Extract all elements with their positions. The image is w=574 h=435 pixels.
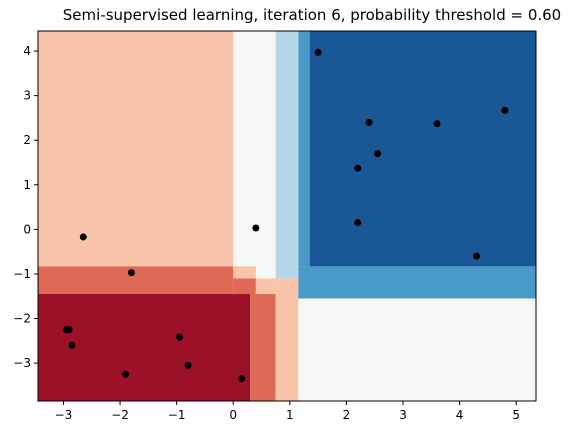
data-point	[501, 106, 509, 114]
x-tick-label: −3	[55, 408, 73, 422]
data-point	[314, 48, 322, 56]
data-point	[68, 341, 76, 349]
x-tick-label: −2	[111, 408, 129, 422]
region-5	[233, 266, 256, 279]
data-point	[252, 224, 260, 232]
region-4	[233, 278, 256, 295]
x-tick-label: 5	[512, 408, 520, 422]
x-tick-label: −1	[168, 408, 186, 422]
region-3	[250, 294, 276, 401]
data-point	[184, 361, 192, 369]
region-0	[38, 31, 234, 267]
y-tick-label: −3	[13, 356, 31, 370]
region-7	[275, 294, 299, 401]
x-tick-label: 4	[456, 408, 464, 422]
data-point	[122, 370, 130, 378]
region-11	[275, 31, 299, 267]
region-12	[275, 266, 299, 279]
data-point	[127, 269, 135, 277]
data-point	[354, 219, 362, 227]
data-point	[65, 326, 73, 334]
x-axis: −3 −2 −1 0 1 2 3 4 5	[55, 401, 520, 422]
data-point	[433, 120, 441, 128]
y-tick-label: −2	[13, 312, 31, 326]
plot-frame	[37, 30, 537, 402]
data-point	[354, 164, 362, 172]
plot-area	[37, 30, 537, 402]
data-point	[473, 252, 481, 260]
x-tick-label: 0	[229, 408, 237, 422]
y-tick-label: 2	[23, 133, 31, 147]
y-axis: −3 −2 −1 0 1 2 3 4	[13, 44, 38, 370]
data-point	[374, 150, 382, 158]
chart-title: Semi-supervised learning, iteration 6, p…	[63, 6, 561, 24]
x-tick-label: 2	[343, 408, 351, 422]
y-tick-label: 0	[23, 222, 31, 236]
data-point	[365, 118, 373, 126]
x-tick-label: 1	[286, 408, 294, 422]
region-10	[298, 31, 310, 267]
y-tick-label: 4	[23, 44, 31, 58]
y-tick-label: 3	[23, 89, 31, 103]
decision-regions	[38, 31, 536, 401]
region-1	[38, 266, 234, 295]
data-point	[238, 375, 246, 383]
data-points	[62, 48, 509, 383]
region-6	[255, 278, 276, 295]
region-9	[298, 266, 536, 299]
y-tick-label: −1	[13, 267, 31, 281]
data-point	[79, 233, 87, 241]
region-13	[309, 31, 536, 267]
x-tick-label: 3	[399, 408, 407, 422]
data-point	[175, 333, 183, 341]
y-tick-label: 1	[23, 178, 31, 192]
region-8	[275, 278, 299, 295]
